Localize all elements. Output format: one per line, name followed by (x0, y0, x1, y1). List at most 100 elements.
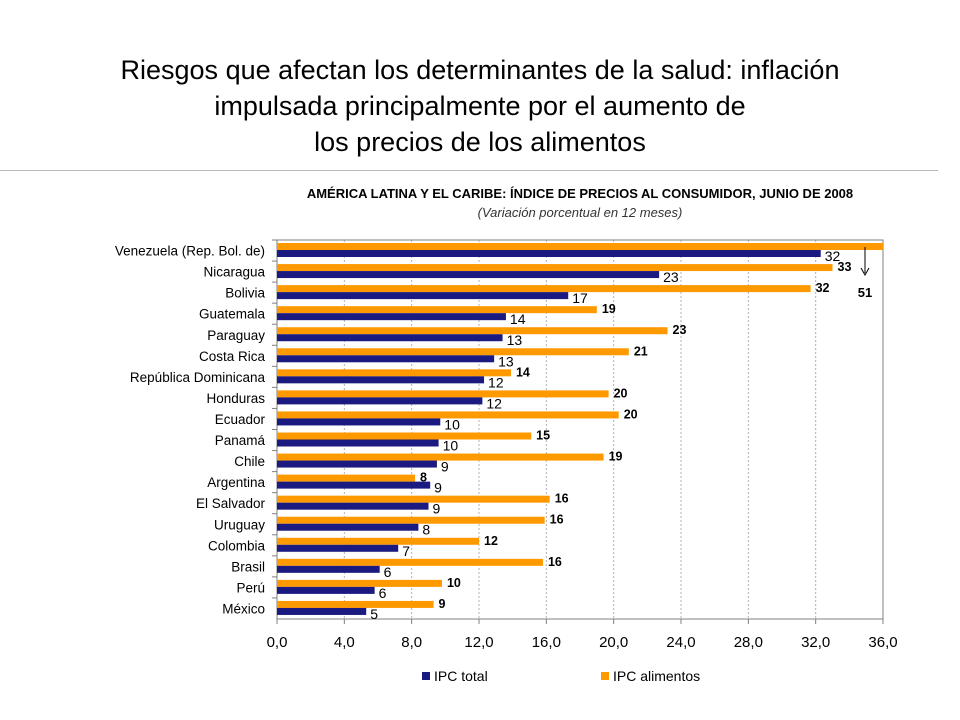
legend-item-ipc-alimentos: IPC alimentos (601, 668, 700, 684)
data-label-ipc-total: 9 (441, 459, 449, 475)
bar-ipc-total (277, 460, 437, 468)
bar-ipc-total (277, 250, 821, 257)
bar-ipc-total (277, 313, 506, 321)
x-tick-label: 36,0 (868, 634, 897, 651)
data-label-ipc-total: 10 (444, 416, 460, 432)
bar-ipc-total (277, 334, 503, 342)
data-label-ipc-alimentos: 21 (634, 344, 648, 358)
annotation-arrow-head (860, 267, 870, 277)
x-tick-label: 24,0 (666, 634, 695, 651)
x-tick-label: 32,0 (801, 634, 830, 651)
data-label-ipc-total: 6 (384, 564, 392, 580)
bar-ipc-alimentos (277, 327, 668, 335)
slide-title-line-2: impulsada principalmente por el aumento … (214, 91, 746, 121)
bar-ipc-alimentos (277, 516, 545, 524)
legend-item-ipc-total: IPC total (422, 668, 488, 684)
data-label-ipc-alimentos: 16 (550, 513, 564, 527)
slide-title-line-3: los precios de los alimentos (314, 127, 646, 157)
bar-ipc-alimentos (277, 285, 811, 293)
data-label-ipc-total: 14 (510, 311, 526, 327)
x-tick-label: 4,0 (334, 634, 355, 651)
bar-ipc-total (277, 607, 367, 615)
data-label-ipc-total: 12 (486, 395, 502, 411)
category-label: Chile (234, 454, 265, 469)
bar-ipc-total (277, 481, 431, 489)
data-label-ipc-alimentos: 19 (609, 450, 623, 464)
data-label-ipc-total: 8 (422, 522, 430, 538)
data-label-ipc-alimentos: 16 (555, 492, 569, 506)
category-label: Perú (236, 580, 265, 595)
category-label: Colombia (208, 538, 266, 553)
bar-ipc-alimentos (277, 600, 434, 608)
data-label-ipc-alimentos: 14 (516, 365, 530, 379)
category-label: Ecuador (215, 412, 266, 427)
legend-swatch-ipc-alimentos (601, 672, 609, 680)
data-label-ipc-total: 13 (498, 353, 514, 369)
category-label: Argentina (207, 475, 265, 490)
bar-ipc-alimentos (277, 348, 629, 356)
category-label: México (222, 601, 265, 616)
data-label-ipc-total: 32 (825, 248, 841, 264)
bar-ipc-alimentos (277, 432, 532, 440)
x-tick-label: 0,0 (267, 634, 288, 651)
bar-ipc-alimentos (277, 411, 619, 419)
data-label-ipc-alimentos: 8 (420, 471, 427, 485)
category-label: República Dominicana (130, 370, 266, 385)
data-label-ipc-total: 9 (433, 501, 441, 517)
bar-ipc-total (277, 418, 441, 426)
bar-ipc-total (277, 355, 495, 363)
bar-ipc-alimentos (277, 558, 543, 566)
data-label-ipc-alimentos: 23 (673, 323, 687, 337)
chart-subtitle: (Variación porcentual en 12 meses) (477, 205, 683, 220)
x-tick-label: 20,0 (599, 634, 628, 651)
x-tick-label: 8,0 (401, 634, 422, 651)
legend-label-ipc-total: IPC total (434, 668, 488, 684)
category-label: Paraguay (207, 328, 265, 343)
category-label: Bolivia (225, 286, 265, 301)
data-label-ipc-total: 23 (663, 269, 679, 285)
bar-ipc-alimentos (277, 495, 550, 503)
data-label-ipc-total: 5 (370, 606, 378, 622)
category-label: Venezuela (Rep. Bol. de) (115, 244, 265, 259)
data-label-ipc-alimentos: 19 (602, 302, 616, 316)
data-label-ipc-alimentos: 32 (816, 281, 830, 295)
x-tick-label: 12,0 (464, 634, 493, 651)
data-label-ipc-total: 12 (488, 374, 504, 390)
category-label: Panamá (215, 433, 266, 448)
slide-title: Riesgos que afectan los determinantes de… (0, 52, 960, 160)
data-label-ipc-alimentos: 33 (838, 260, 852, 274)
category-label: El Salvador (196, 496, 266, 511)
data-label-ipc-total: 9 (434, 480, 442, 496)
bar-ipc-total (277, 544, 399, 552)
bar-ipc-total (277, 565, 380, 573)
slide-title-line-1: Riesgos que afectan los determinantes de… (120, 55, 840, 85)
data-label-ipc-total: 17 (572, 290, 588, 306)
data-label-ipc-alimentos: 9 (439, 597, 446, 611)
data-label-ipc-alimentos: 20 (624, 407, 638, 421)
category-label: Brasil (231, 559, 265, 574)
data-label-ipc-alimentos: 16 (548, 555, 562, 569)
data-label-ipc-total: 6 (379, 585, 387, 601)
x-tick-label: 16,0 (532, 634, 561, 651)
bar-ipc-alimentos (277, 306, 597, 314)
bar-ipc-alimentos (277, 390, 609, 398)
bar-ipc-alimentos (277, 453, 604, 461)
data-label-ipc-alimentos: 20 (614, 386, 628, 400)
data-label-ipc-total: 7 (402, 543, 410, 559)
data-label-ipc-alimentos: 10 (447, 576, 461, 590)
data-label-ipc-total: 13 (507, 332, 523, 348)
bar-ipc-total (277, 502, 429, 510)
category-label: Uruguay (214, 517, 265, 532)
legend-swatch-ipc-total (422, 672, 430, 680)
legend-label-ipc-alimentos: IPC alimentos (613, 668, 701, 684)
bar-ipc-alimentos (277, 243, 883, 250)
category-label: Nicaragua (203, 265, 265, 280)
category-label: Honduras (206, 391, 265, 406)
data-label-ipc-alimentos: 12 (484, 534, 498, 548)
bar-ipc-total (277, 376, 485, 384)
bar-ipc-total (277, 397, 483, 405)
data-label-ipc-alimentos: 15 (536, 429, 550, 443)
chart-title: AMÉRICA LATINA Y EL CARIBE: ÍNDICE DE PR… (306, 186, 854, 201)
bar-ipc-total (277, 292, 569, 300)
